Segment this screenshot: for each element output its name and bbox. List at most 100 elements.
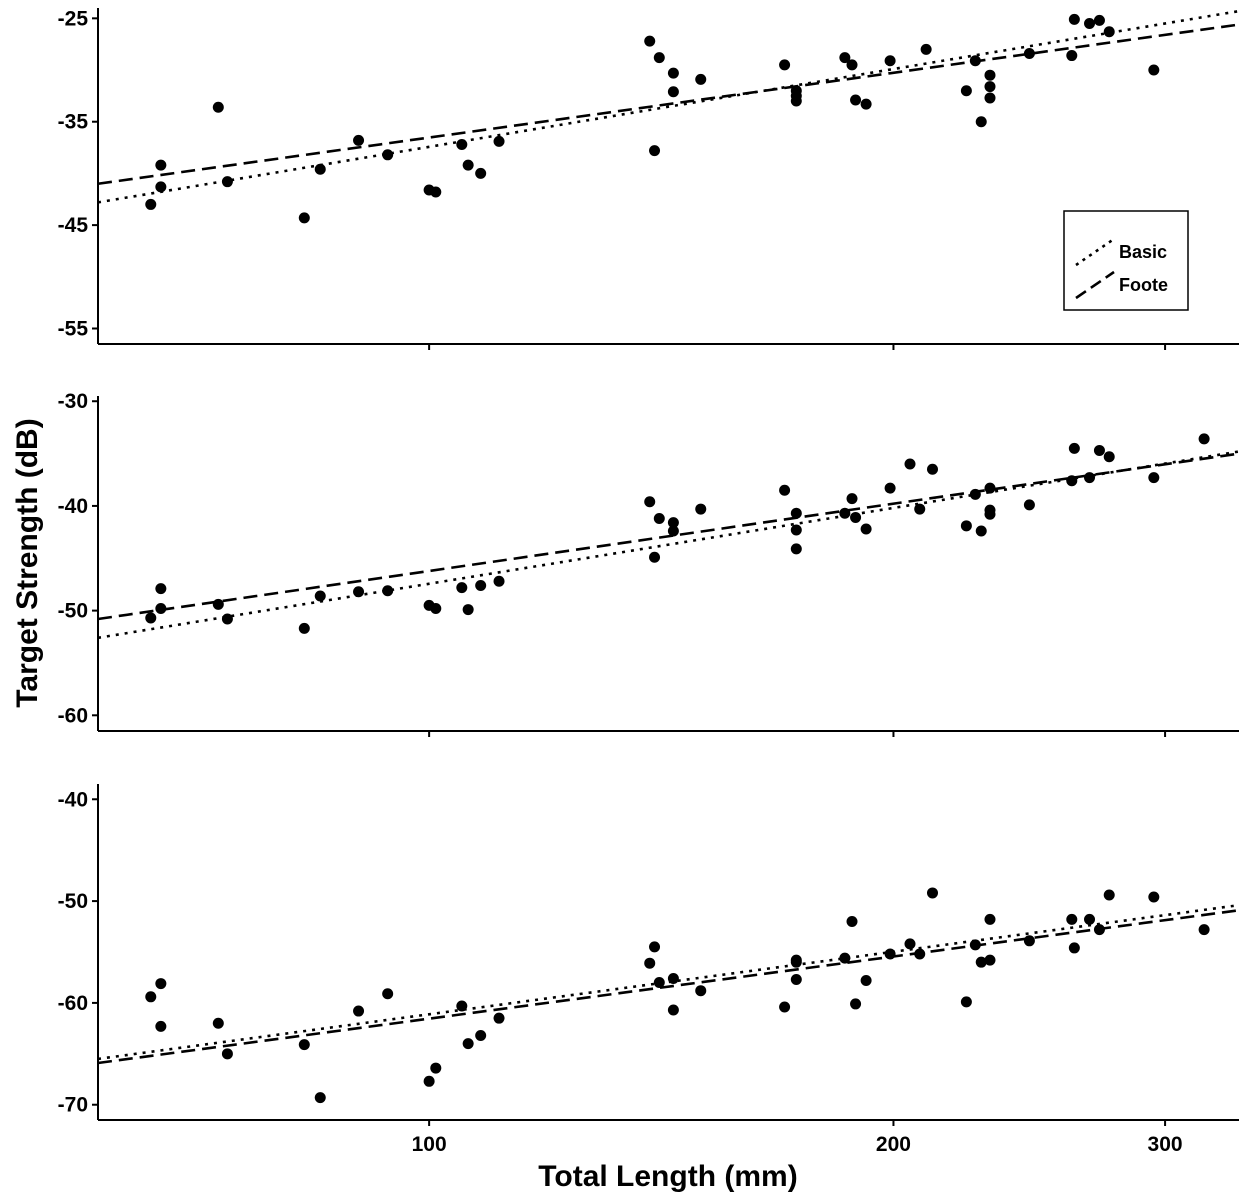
data-point — [914, 948, 926, 960]
fit-line-basic — [97, 450, 1240, 640]
data-point — [155, 1020, 167, 1032]
data-point — [423, 1075, 435, 1087]
data-point — [860, 523, 872, 535]
panel-1: -25 -35 -45 -55 Basic Foote — [58, 7, 1240, 350]
data-point — [1068, 442, 1080, 454]
data-point — [850, 998, 862, 1010]
y-tick-label: -60 — [58, 992, 88, 1015]
data-point — [155, 181, 167, 193]
data-point — [1084, 913, 1096, 925]
data-point — [430, 1062, 442, 1074]
data-point — [430, 186, 442, 198]
data-point — [984, 92, 996, 104]
fit-line-foote — [97, 452, 1240, 621]
data-point — [969, 488, 981, 500]
data-point — [221, 176, 233, 188]
data-point — [884, 482, 896, 494]
data-point — [960, 85, 972, 97]
data-point — [904, 938, 916, 950]
data-point — [960, 520, 972, 532]
data-point — [155, 583, 167, 595]
data-point — [790, 973, 802, 985]
data-point — [1084, 472, 1096, 484]
data-point — [298, 1039, 310, 1051]
data-point — [969, 939, 981, 951]
data-point — [884, 55, 896, 67]
y-tick-label: -25 — [58, 7, 89, 30]
y-tick-label: -35 — [58, 111, 89, 134]
data-point — [695, 73, 707, 85]
data-point — [1093, 14, 1105, 26]
data-point — [926, 887, 938, 899]
data-point — [1066, 50, 1078, 62]
legend-key-foote — [1075, 270, 1115, 300]
data-point — [1023, 47, 1035, 59]
y-tick-label: -40 — [58, 788, 88, 811]
data-point — [430, 603, 442, 615]
data-point — [493, 1012, 505, 1024]
y-tick-label: -50 — [58, 600, 88, 623]
y-tick-label: -70 — [58, 1094, 88, 1117]
data-point — [1023, 499, 1035, 511]
data-point — [1103, 26, 1115, 38]
data-point — [353, 586, 365, 598]
panel-2: -30 -40 -50 -60 — [58, 390, 1240, 737]
data-point — [984, 81, 996, 93]
fit-line-basic — [97, 9, 1240, 204]
data-point — [926, 463, 938, 475]
data-point — [221, 1048, 233, 1060]
legend-label-foote: Foote — [1119, 275, 1168, 295]
fit-line-basic — [97, 903, 1240, 1061]
data-point — [475, 1029, 487, 1041]
data-point — [984, 69, 996, 81]
legend: Basic Foote — [1063, 210, 1189, 311]
data-point — [212, 1017, 224, 1029]
data-point — [984, 954, 996, 966]
fit-line-foote — [97, 23, 1240, 186]
fit-line-foote — [97, 908, 1240, 1065]
data-point — [790, 507, 802, 519]
data-point — [779, 59, 791, 71]
data-point — [1093, 924, 1105, 936]
data-point — [667, 67, 679, 79]
y-tick-label: -60 — [58, 704, 88, 727]
data-point — [984, 482, 996, 494]
data-point — [667, 972, 679, 984]
data-point — [382, 585, 394, 597]
data-point — [1198, 433, 1210, 445]
data-point — [839, 507, 851, 519]
panels-group: -25 -35 -45 -55 Basic Foote -30 -40 -50 -60 -40 -50… — [58, 7, 1240, 1156]
data-point — [850, 94, 862, 106]
data-point — [1068, 13, 1080, 25]
data-point — [475, 579, 487, 591]
data-point — [456, 1000, 468, 1012]
data-point — [145, 612, 157, 624]
data-point — [221, 613, 233, 625]
data-point — [382, 988, 394, 1000]
data-point — [462, 159, 474, 171]
data-point — [462, 1038, 474, 1050]
data-point — [904, 458, 916, 470]
data-point — [975, 956, 987, 968]
data-point — [1103, 451, 1115, 463]
data-point — [790, 543, 802, 555]
data-point — [298, 622, 310, 634]
y-tick-label: -50 — [58, 890, 88, 913]
data-point — [1093, 444, 1105, 456]
data-point — [920, 43, 932, 55]
data-point — [314, 163, 326, 175]
data-point — [1148, 891, 1160, 903]
data-point — [667, 1004, 679, 1016]
data-point — [790, 524, 802, 536]
y-tick-label: -40 — [58, 495, 88, 518]
data-point — [649, 551, 661, 563]
data-point — [353, 1005, 365, 1017]
data-point — [960, 996, 972, 1008]
x-tick-label: 200 — [876, 1133, 911, 1156]
data-point — [314, 590, 326, 602]
data-point — [779, 484, 791, 496]
data-point — [695, 985, 707, 997]
data-point — [653, 52, 665, 64]
data-point — [846, 59, 858, 71]
